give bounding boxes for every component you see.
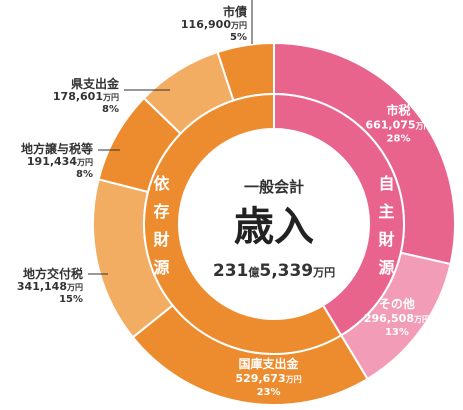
slice-0-percent: 28% [387,134,411,145]
group-0-char-1: 主 [378,202,394,221]
outer-ring [92,41,456,406]
group-0-char-3: 源 [378,258,394,277]
slice-2-amount-value: 529,673 [236,372,286,385]
center-oku-unit: 億 [248,265,259,279]
slice-1-amount-unit: 万円 [413,315,430,324]
center-total-oku: 231 [213,261,249,281]
slice-2-amount: 529,673万円 [236,372,302,385]
slice-1-percent: 13% [385,327,409,338]
group-0-char-2: 財 [378,230,394,249]
label-local-allocation-tax: 地方交付税 341,148万円 15% [16,267,83,305]
group-1-char-3: 源 [153,258,169,277]
slice-labels: 市税661,075万円28%その他296,508万円13%国庫支出金529,67… [236,103,432,398]
center-disc [179,129,369,319]
center-total-man: 5,339 [259,261,313,281]
label-city-bonds: 市債 116,900万円 5% [180,5,247,43]
slice-1-amount: 296,508万円 [364,312,430,325]
group-0-char-0: 自 [378,174,394,193]
slice-0-name: 市税 [386,103,410,118]
leader-lines [88,0,253,275]
slice-0-amount-value: 661,075 [365,119,415,132]
group-1-char-2: 財 [153,230,169,249]
slice-1-amount-value: 296,508 [364,312,414,325]
label-local-transfer-tax: 地方譲与税等 191,434万円 8% [20,142,93,180]
group-1-char-1: 存 [153,202,169,221]
group-1-char-0: 依 [153,174,170,193]
slice-1-name: その他 [379,296,415,311]
slice-2-amount-unit: 万円 [285,375,302,384]
center-man-unit: 万円 [312,266,335,279]
slice-0-amount: 661,075万円 [365,119,431,132]
label-prefectural-disbursements: 県支出金 178,601万円 8% [52,77,119,115]
slice-2-percent: 23% [257,387,281,398]
slice-2-name: 国庫支出金 [239,356,300,371]
center-subtitle: 一般会計 [244,178,304,196]
slice-0-amount-unit: 万円 [415,122,432,131]
center-title: 歳入 [234,204,314,250]
center-total: 231億5,339万円 [213,261,335,281]
